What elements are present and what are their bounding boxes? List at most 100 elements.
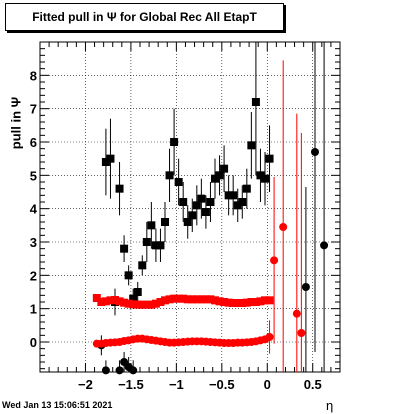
data-point-square — [201, 208, 210, 216]
data-point-circle — [301, 283, 310, 291]
data-point-circle — [292, 309, 301, 318]
data-point-square — [142, 300, 151, 309]
data-point-square — [192, 201, 201, 210]
data-point-square — [120, 298, 129, 307]
data-point-square — [106, 154, 115, 163]
x-axis-label: η — [326, 398, 334, 413]
data-point-square — [233, 201, 242, 210]
data-point-square — [161, 296, 169, 305]
data-point-square — [115, 184, 124, 193]
data-point-circle — [129, 366, 138, 375]
chart-title-box: Fitted pull in Ψ for Global Rec All Etap… — [5, 3, 284, 31]
data-point-circle — [320, 241, 329, 250]
data-point-square — [229, 299, 238, 307]
data-point-square — [115, 297, 124, 306]
data-point-square — [220, 298, 229, 306]
data-point-square — [220, 164, 229, 173]
data-point-square — [261, 174, 269, 183]
data-point-square — [265, 296, 274, 305]
data-point-circle — [279, 223, 288, 231]
data-point-square — [188, 211, 197, 220]
data-point-square — [201, 295, 210, 304]
data-point-square — [124, 271, 133, 280]
data-point-square — [265, 154, 274, 163]
data-point-square — [251, 298, 260, 306]
data-point-square — [165, 295, 174, 304]
y-tick-label: 4 — [30, 202, 38, 217]
data-point-square — [124, 299, 133, 308]
data-point-square — [165, 171, 174, 180]
grid-lines — [40, 42, 340, 372]
data-point-square — [242, 184, 251, 193]
y-tick-label: 8 — [30, 68, 37, 83]
data-point-square — [256, 297, 265, 306]
data-point-square — [224, 298, 233, 307]
timestamp: Wed Jan 13 15:06:51 2021 — [2, 400, 113, 410]
data-point-square — [197, 295, 206, 304]
data-point-square — [133, 300, 142, 309]
data-point-square — [138, 300, 147, 309]
y-tick-label: 1 — [30, 302, 37, 317]
data-point-square — [188, 295, 197, 304]
x-tick-label: −0.5 — [209, 377, 235, 392]
data-point-square — [179, 294, 188, 303]
data-point-square — [206, 295, 215, 304]
data-point-square — [142, 238, 151, 246]
data-point-square — [211, 174, 219, 183]
data-point-square — [161, 218, 169, 226]
data-point-square — [156, 298, 165, 306]
y-tick-label: 2 — [30, 268, 37, 283]
data-point-square — [129, 300, 138, 309]
data-point-square — [261, 296, 269, 305]
data-point-square — [233, 299, 242, 307]
data-point-square — [215, 171, 224, 180]
x-tick-label: −2 — [78, 377, 93, 392]
data-point-square — [151, 241, 160, 250]
data-point-square — [179, 198, 188, 206]
data-point-square — [120, 244, 129, 253]
data-point-square — [106, 296, 115, 305]
x-tick-label: −1 — [169, 377, 184, 392]
data-point-square — [174, 178, 183, 186]
data-point-square — [101, 297, 110, 306]
data-point-square — [256, 171, 265, 180]
data-point-square — [156, 241, 165, 250]
plot-frame — [39, 41, 341, 373]
data-point-square — [151, 299, 160, 308]
data-point-square — [170, 138, 179, 146]
data-point-square — [170, 294, 179, 303]
data-point-circle — [297, 329, 306, 337]
y-axis-label: pull in Ψ — [5, 97, 27, 149]
data-point-square — [147, 221, 156, 230]
axes: −2 −1.5 −1 −0.5 0 0.5 0 1 2 3 4 5 6 7 8 — [30, 41, 341, 392]
data-point-square — [251, 98, 260, 106]
data-point-square — [224, 191, 233, 200]
chart-title: Fitted pull in Ψ for Global Rec All Etap… — [32, 10, 257, 24]
data-point-circle — [311, 148, 319, 156]
y-tick-label: 7 — [30, 102, 37, 117]
data-point-square — [247, 141, 256, 150]
data-point-square — [129, 294, 138, 303]
y-tick-label: 3 — [30, 235, 37, 250]
y-tick-label: 6 — [30, 135, 37, 150]
x-tick-label: −1.5 — [118, 377, 144, 392]
y-tick-label: 5 — [30, 168, 37, 183]
data-point-circle — [270, 256, 279, 265]
data-point-square — [133, 288, 142, 296]
data-point-square — [206, 198, 215, 206]
y-axis-label-text: pull in Ψ — [8, 96, 24, 150]
data-point-square — [242, 298, 251, 307]
data-point-square — [197, 194, 206, 203]
data-point-square — [174, 294, 183, 303]
data-point-square — [215, 297, 224, 306]
y-tick-label: 0 — [30, 335, 37, 350]
data-point-circle — [265, 333, 274, 341]
data-point-square — [229, 191, 238, 200]
data-point-square — [183, 295, 192, 304]
data-point-square — [211, 296, 219, 305]
data-points — [92, 42, 329, 375]
x-tick-label: 0 — [264, 377, 271, 392]
data-point-circle — [101, 366, 110, 375]
x-tick-label: 0.5 — [304, 377, 322, 392]
